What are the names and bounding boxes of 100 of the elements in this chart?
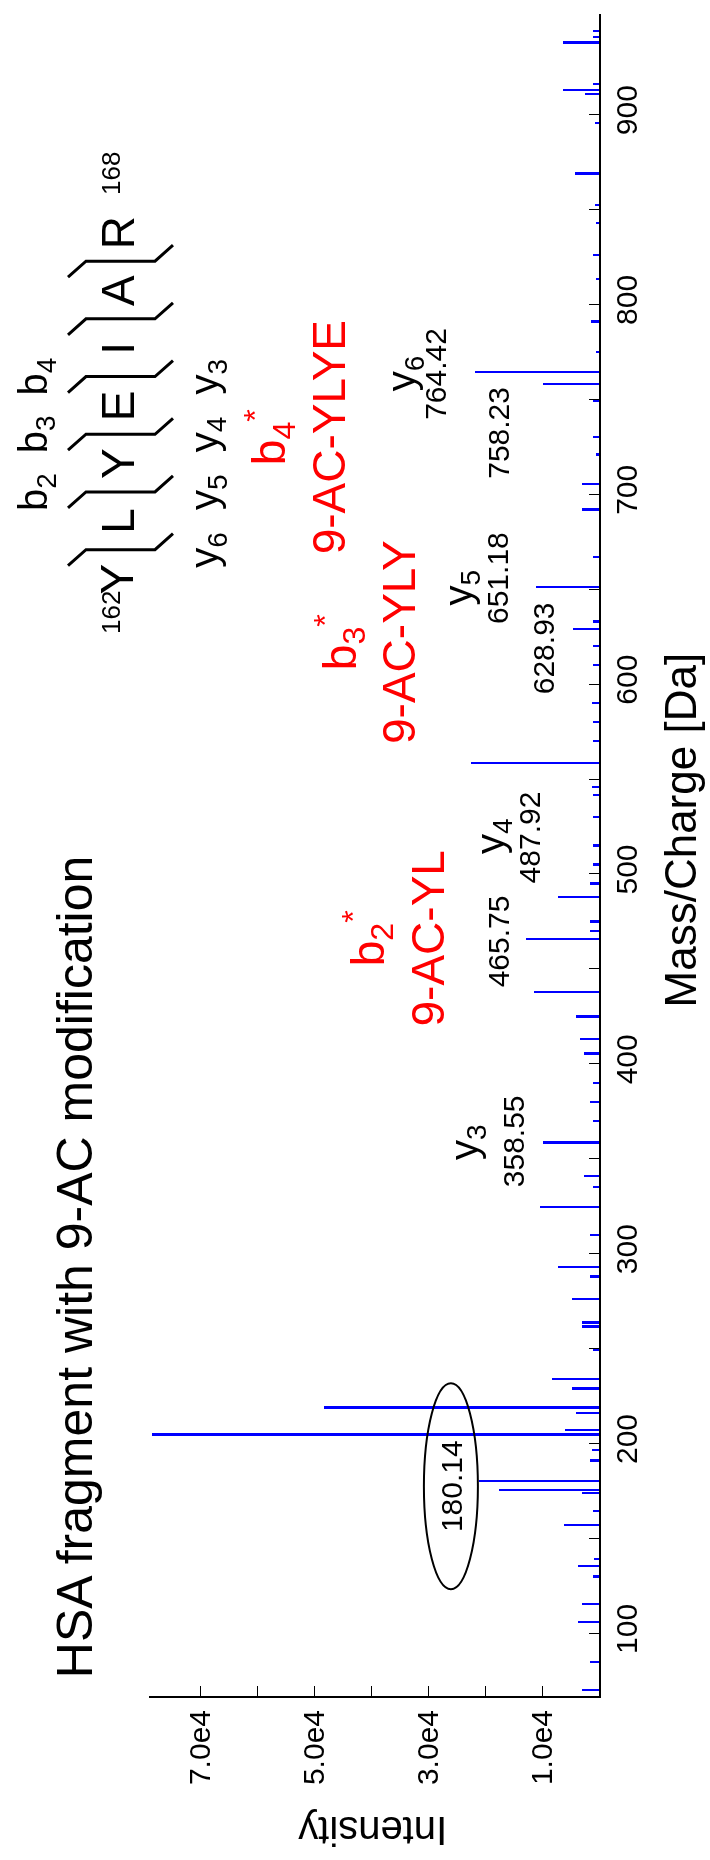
bar xyxy=(593,83,599,85)
text: Y xyxy=(91,448,144,480)
bar xyxy=(572,1387,599,1390)
bar xyxy=(552,1378,599,1380)
bar xyxy=(594,1558,599,1560)
bar xyxy=(593,436,599,438)
bar xyxy=(593,1575,599,1578)
bar xyxy=(152,1433,599,1436)
bar xyxy=(593,1120,599,1122)
bar xyxy=(573,628,599,630)
text: A xyxy=(91,274,144,306)
annotation: 487.92 xyxy=(512,791,546,884)
bar xyxy=(591,320,599,323)
y-tick-label: 800 xyxy=(610,274,643,325)
bar xyxy=(593,794,599,796)
bar xyxy=(565,1429,599,1431)
text: R xyxy=(91,216,144,250)
bar xyxy=(590,882,599,885)
bar xyxy=(590,1234,599,1236)
bar xyxy=(543,383,599,385)
bar xyxy=(558,1266,599,1268)
bar xyxy=(576,1412,599,1414)
bar xyxy=(593,254,599,256)
annotation: 465.75 xyxy=(481,895,515,988)
bar xyxy=(582,1689,599,1691)
bar xyxy=(593,400,599,402)
bar xyxy=(596,351,599,353)
bar xyxy=(593,844,599,847)
bar xyxy=(564,1524,599,1526)
bar xyxy=(596,278,599,280)
bar xyxy=(563,89,599,91)
bar xyxy=(593,1186,599,1188)
bar xyxy=(540,1206,599,1208)
bar xyxy=(582,483,599,485)
bar xyxy=(584,1175,599,1177)
bar xyxy=(593,664,599,666)
bar xyxy=(593,721,599,723)
y-tick-label: 900 xyxy=(610,85,643,136)
bar xyxy=(575,172,599,175)
bar xyxy=(593,740,599,742)
bar xyxy=(593,556,599,558)
bar xyxy=(593,620,599,623)
bar xyxy=(580,1038,599,1040)
bar xyxy=(590,1459,599,1462)
bar xyxy=(593,645,599,647)
bar xyxy=(590,1275,599,1278)
annotation: 651.18 xyxy=(481,532,515,625)
bar xyxy=(596,453,599,456)
bar xyxy=(563,41,599,44)
bar xyxy=(595,204,599,206)
bar xyxy=(590,1661,599,1663)
bar xyxy=(592,702,599,704)
x-axis-title: Intensity xyxy=(298,1809,448,1854)
bar xyxy=(576,1015,599,1018)
bar xyxy=(578,1565,599,1567)
bar xyxy=(592,1449,599,1451)
bar xyxy=(471,762,599,764)
bar xyxy=(475,371,599,373)
bar xyxy=(593,816,599,818)
x-tick-label: 5.0e4 xyxy=(296,1710,330,1786)
bar xyxy=(479,1480,599,1482)
bar xyxy=(526,938,599,940)
bar xyxy=(324,1406,599,1409)
y-tick-label: 600 xyxy=(610,654,643,705)
bar xyxy=(592,786,599,788)
text: 168 xyxy=(96,151,127,195)
y-tick-label: 500 xyxy=(610,844,643,895)
annotation: 628.93 xyxy=(527,602,561,695)
bar xyxy=(590,920,599,923)
bar xyxy=(534,991,599,993)
bar xyxy=(590,1101,599,1103)
y-tick-label: 100 xyxy=(610,1603,643,1654)
bar xyxy=(596,222,599,224)
text: L xyxy=(92,508,145,534)
bar xyxy=(582,508,599,511)
bar xyxy=(590,930,599,932)
annotation: 758.23 xyxy=(481,387,515,479)
bar xyxy=(593,1510,599,1512)
annotation: 180.14 xyxy=(434,1440,468,1533)
x-tick-label: 7.0e4 xyxy=(183,1710,217,1786)
bar xyxy=(593,1082,599,1084)
y-tick-label: 200 xyxy=(610,1413,643,1465)
bar xyxy=(582,1603,599,1605)
bar xyxy=(499,1489,599,1491)
bar xyxy=(572,1298,599,1300)
x-tick-label: 1.0e4 xyxy=(524,1710,558,1786)
bar xyxy=(595,122,599,124)
x-tick-label: 3.0e4 xyxy=(410,1710,444,1786)
y-tick-label: 400 xyxy=(610,1034,643,1085)
text: E xyxy=(91,390,144,422)
bar xyxy=(584,1052,599,1055)
y-axis-title: Mass/Charge [Da] xyxy=(655,652,705,1008)
annotation: 358.55 xyxy=(496,1095,530,1188)
y-tick-label: 300 xyxy=(610,1224,643,1275)
text: HSA fragment with 9-AC modification xyxy=(47,855,104,1679)
bar xyxy=(558,896,599,898)
y-tick-label: 700 xyxy=(610,464,643,515)
bar xyxy=(585,93,599,95)
bar xyxy=(543,1141,599,1144)
bar xyxy=(578,1621,599,1623)
